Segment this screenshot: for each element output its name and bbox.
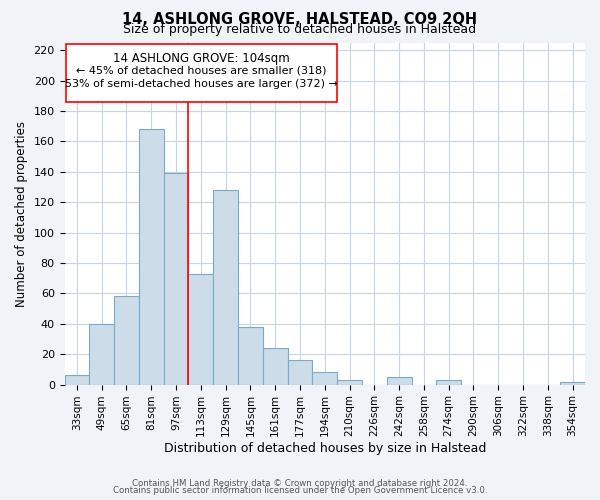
Y-axis label: Number of detached properties: Number of detached properties — [15, 120, 28, 306]
Bar — [436, 380, 461, 384]
Text: Contains HM Land Registry data © Crown copyright and database right 2024.: Contains HM Land Registry data © Crown c… — [132, 478, 468, 488]
Text: 14 ASHLONG GROVE: 104sqm: 14 ASHLONG GROVE: 104sqm — [113, 52, 290, 64]
Bar — [164, 174, 188, 384]
Bar — [114, 296, 139, 384]
Bar — [337, 380, 362, 384]
Bar — [238, 327, 263, 384]
Bar — [287, 360, 313, 384]
Bar — [139, 129, 164, 384]
Text: Size of property relative to detached houses in Halstead: Size of property relative to detached ho… — [124, 22, 476, 36]
X-axis label: Distribution of detached houses by size in Halstead: Distribution of detached houses by size … — [164, 442, 486, 455]
Bar — [188, 274, 213, 384]
Text: 53% of semi-detached houses are larger (372) →: 53% of semi-detached houses are larger (… — [65, 79, 338, 89]
Text: 14, ASHLONG GROVE, HALSTEAD, CO9 2QH: 14, ASHLONG GROVE, HALSTEAD, CO9 2QH — [122, 12, 478, 26]
Bar — [213, 190, 238, 384]
Bar — [263, 348, 287, 385]
Bar — [560, 382, 585, 384]
Bar — [89, 324, 114, 384]
Text: Contains public sector information licensed under the Open Government Licence v3: Contains public sector information licen… — [113, 486, 487, 495]
FancyBboxPatch shape — [66, 44, 337, 102]
Bar — [387, 377, 412, 384]
Text: ← 45% of detached houses are smaller (318): ← 45% of detached houses are smaller (31… — [76, 66, 327, 76]
Bar — [313, 372, 337, 384]
Bar — [65, 376, 89, 384]
